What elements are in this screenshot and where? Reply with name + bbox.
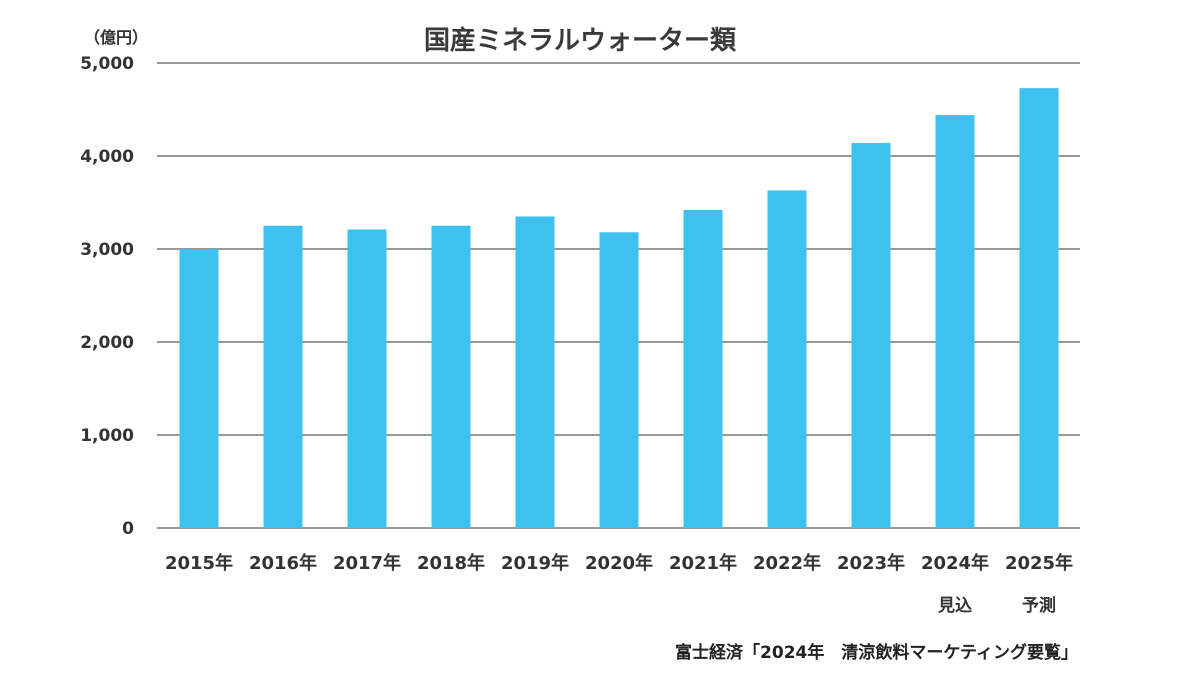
x-tick-label: 2017年	[333, 552, 401, 574]
bar	[851, 142, 891, 529]
x-tick-label: 2018年	[417, 552, 485, 574]
bar	[347, 229, 387, 528]
y-tick-label: 4,000	[80, 147, 134, 167]
bar	[431, 225, 471, 528]
bar	[515, 216, 555, 528]
x-tick-label: 2015年	[165, 552, 233, 574]
y-tick-label: 3,000	[80, 240, 134, 260]
x-tick-label: 2025年	[1005, 552, 1073, 574]
x-tick-label: 2016年	[249, 552, 317, 574]
source-note: 富士経済「2024年 清涼飲料マーケティング要覧」	[675, 643, 1078, 663]
x-tick-sublabel: 見込	[937, 596, 972, 616]
y-tick-label: 2,000	[80, 333, 134, 353]
bar	[767, 190, 807, 528]
x-tick-sublabel: 予測	[1022, 595, 1056, 616]
x-tick-label: 2019年	[501, 552, 569, 574]
bar	[683, 209, 723, 528]
y-tick-label: 1,000	[80, 426, 134, 446]
bar	[263, 225, 303, 528]
x-tick-label: 2022年	[753, 552, 821, 574]
bar	[935, 115, 975, 528]
bar	[179, 249, 219, 528]
x-tick-label: 2023年	[837, 552, 905, 574]
y-tick-label: 5,000	[80, 54, 134, 74]
x-tick-label: 2021年	[669, 552, 737, 574]
chart-title: 国産ミネラルウォーター類	[423, 26, 736, 56]
x-tick-label: 2020年	[585, 552, 653, 574]
x-tick-label: 2024年	[921, 552, 989, 574]
bar	[1019, 88, 1059, 529]
bar	[599, 232, 639, 528]
y-tick-label: 0	[122, 519, 134, 539]
y-axis-unit-label: （億円）	[84, 28, 149, 47]
